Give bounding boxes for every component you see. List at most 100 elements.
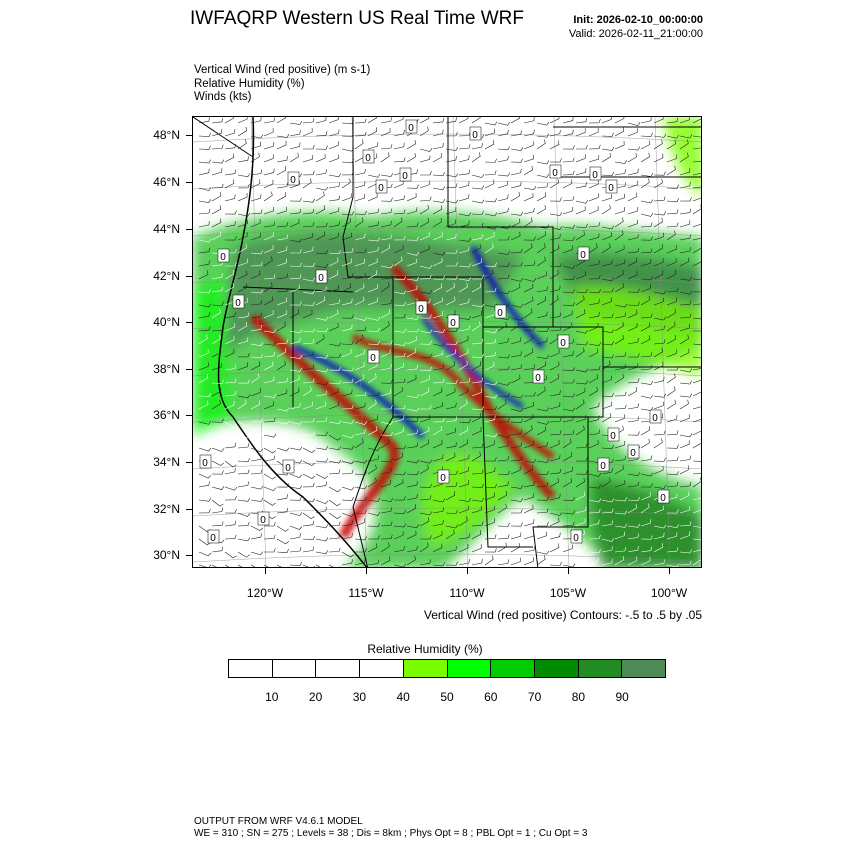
wind-barb xyxy=(523,519,535,527)
wind-barb xyxy=(562,170,575,176)
wind-barb xyxy=(523,326,536,332)
wind-barb xyxy=(315,354,329,359)
wind-barb xyxy=(445,524,459,529)
wind-barb xyxy=(588,549,601,554)
parallel-line xyxy=(193,367,701,377)
wind-barb xyxy=(575,380,589,385)
wind-barb xyxy=(432,275,445,280)
wind-barb xyxy=(393,471,407,476)
wind-barb xyxy=(471,377,484,384)
wind-barb xyxy=(276,234,289,241)
wind-barb xyxy=(419,329,433,334)
wind-barb xyxy=(341,533,353,540)
wind-barb xyxy=(679,531,690,540)
wind-barb xyxy=(211,308,221,319)
wind-barb xyxy=(198,199,212,204)
wind-barb xyxy=(419,232,430,241)
wind-barb xyxy=(380,321,390,332)
wind-barb xyxy=(640,117,652,124)
wind-barb xyxy=(354,558,366,566)
wind-barb xyxy=(302,498,316,503)
wind-barb xyxy=(445,387,456,397)
wind-barb xyxy=(653,376,665,384)
zero-label: 0 xyxy=(608,183,614,194)
wind-barb xyxy=(406,493,418,501)
wind-barb xyxy=(250,485,264,490)
wind-barb xyxy=(497,236,510,241)
wind-barb xyxy=(627,180,638,189)
wind-barb xyxy=(484,269,494,280)
model-footer: OUTPUT FROM WRF V4.6.1 MODEL WE = 310 ; … xyxy=(194,816,587,840)
wind-barb xyxy=(289,262,302,267)
wind-barb xyxy=(601,558,613,566)
wind-barb xyxy=(224,270,235,280)
wind-barb xyxy=(549,374,560,384)
wind-barb xyxy=(562,302,575,307)
wind-barb xyxy=(627,481,640,488)
wind-barb xyxy=(679,380,693,385)
wind-barb xyxy=(562,117,574,124)
wind-barb xyxy=(211,286,224,293)
wind-barb xyxy=(679,521,692,527)
wind-barb xyxy=(445,442,457,449)
wind-barb xyxy=(562,496,575,502)
wind-barb xyxy=(237,173,251,178)
wind-barb xyxy=(224,179,235,189)
zero-label-box xyxy=(362,149,375,164)
wind-barb xyxy=(679,433,693,438)
wind-barb xyxy=(341,178,351,189)
wind-barb xyxy=(354,438,364,449)
wind-barb xyxy=(627,353,640,358)
wind-barb xyxy=(458,480,470,488)
wind-barb xyxy=(627,387,638,397)
wind-barb xyxy=(549,178,559,189)
wind-barb xyxy=(666,532,678,540)
wind-barb xyxy=(341,434,355,439)
wind-barb xyxy=(536,458,550,463)
wind-barb xyxy=(471,321,481,332)
wind-barb xyxy=(484,548,497,553)
wind-barb xyxy=(289,355,303,360)
wind-barb xyxy=(562,393,576,398)
parallel-line xyxy=(193,553,701,563)
wind-barb xyxy=(302,128,313,137)
wind-barb xyxy=(341,419,355,424)
wind-barb xyxy=(588,439,599,449)
wind-barb xyxy=(549,312,562,319)
wind-barb xyxy=(341,389,353,397)
wind-barb xyxy=(224,460,237,468)
wind-barb xyxy=(497,441,509,449)
wind-barb xyxy=(432,172,445,177)
wind-barb xyxy=(354,334,364,345)
wind-barb xyxy=(380,173,394,177)
wind-barb xyxy=(640,472,654,477)
wind-barb xyxy=(263,341,277,346)
wind-barb xyxy=(224,312,236,319)
wind-barb xyxy=(250,525,264,531)
wind-barb xyxy=(341,559,353,566)
wind-barb xyxy=(237,399,247,410)
wind-barb xyxy=(484,225,498,230)
wind-barb xyxy=(575,199,589,204)
wind-barb xyxy=(588,484,602,489)
wind-barb xyxy=(250,289,264,294)
wind-barb xyxy=(627,288,640,293)
wind-barb xyxy=(419,204,429,215)
wind-barb xyxy=(393,142,405,150)
wind-barb xyxy=(354,131,367,137)
wind-barb xyxy=(432,129,444,137)
wind-barb xyxy=(484,338,497,345)
wind-barb xyxy=(432,257,443,267)
zero-label-box xyxy=(199,454,212,469)
wind-barb xyxy=(549,244,560,254)
wind-barb xyxy=(237,443,250,449)
wind-barb xyxy=(432,186,446,191)
wind-barb xyxy=(653,465,664,475)
wind-barb xyxy=(276,166,287,176)
wind-barb xyxy=(315,169,327,176)
wind-barb xyxy=(627,301,640,306)
wind-barb xyxy=(354,217,364,228)
wind-barb xyxy=(693,330,701,332)
wind-barb xyxy=(692,391,701,397)
wind-barb xyxy=(510,191,520,202)
